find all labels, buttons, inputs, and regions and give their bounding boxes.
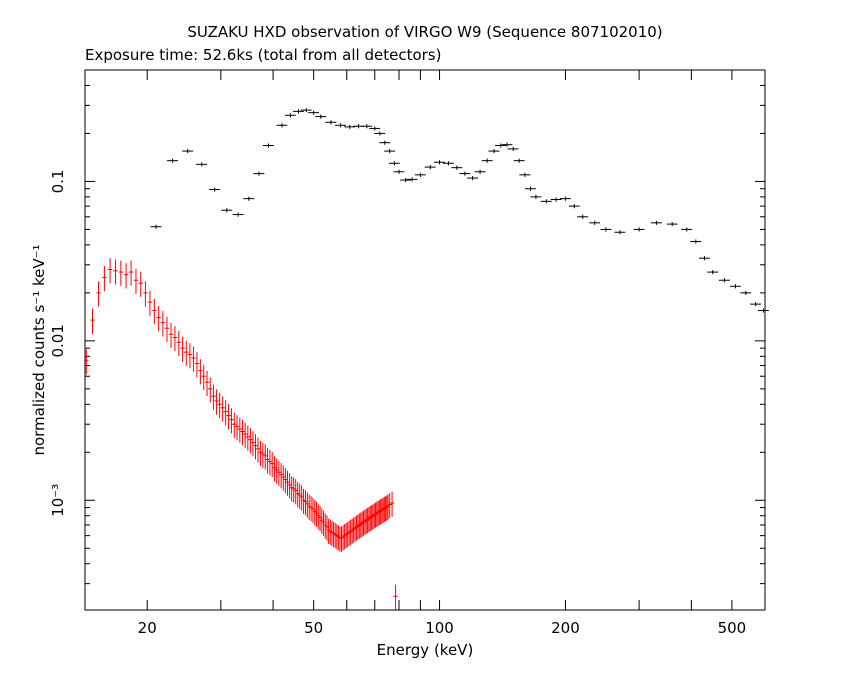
axis-ticks: 20 50 100 200 500 0.1 0.01 10⁻³	[49, 69, 765, 637]
x-tick-label: 200	[551, 619, 580, 637]
x-tick-label: 50	[304, 619, 323, 637]
x-axis-label: Energy (keV)	[377, 641, 474, 659]
series-red	[84, 258, 398, 610]
x-tick-label: 500	[718, 619, 747, 637]
plot-frame	[84, 69, 766, 611]
y-tick-label: 10⁻³	[49, 484, 67, 517]
x-tick-label: 100	[425, 619, 454, 637]
chart-subtitle: Exposure time: 52.6ks (total from all de…	[85, 46, 441, 64]
y-tick-label: 0.1	[49, 170, 67, 194]
chart-title: SUZAKU HXD observation of VIRGO W9 (Sequ…	[187, 23, 662, 41]
y-axis-label: normalized counts s⁻¹ keV⁻¹	[30, 244, 48, 455]
y-tick-label: 0.01	[49, 324, 67, 357]
series-black	[150, 108, 769, 313]
x-tick-label: 20	[138, 619, 157, 637]
